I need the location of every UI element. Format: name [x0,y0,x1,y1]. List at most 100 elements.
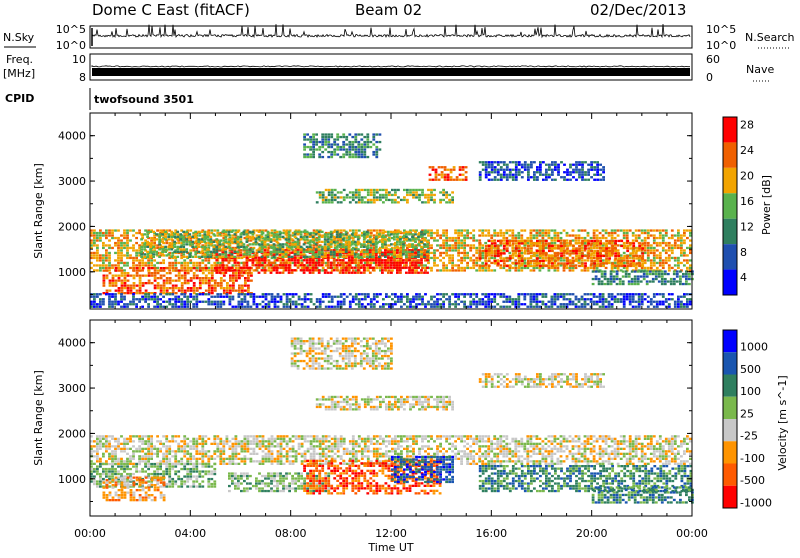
power-cell [194,251,197,253]
power-cell [530,257,533,259]
power-cell [665,301,668,303]
power-cell [139,280,142,282]
power-cell [439,269,442,271]
power-cell [241,298,244,300]
power-cell [349,191,352,193]
power-cell [524,250,527,252]
power-cell [375,251,378,253]
power-cell [484,269,487,271]
power-cell [145,275,148,277]
power-cell [105,293,108,295]
power-cell [551,257,554,259]
power-cell [256,306,259,308]
power-cell [493,306,496,308]
power-cell [153,259,156,261]
power-cell [536,229,539,231]
power-cell [99,239,102,241]
power-cell [318,238,321,240]
power-cell [387,264,390,266]
power-cell [566,232,569,234]
power-cell [394,293,397,295]
power-cell [120,254,123,256]
power-cell [590,262,593,264]
power-cell [342,243,345,245]
power-cell [491,250,494,252]
power-cell [481,229,484,231]
power-cell [617,240,620,242]
power-cell [286,296,289,298]
power-cell [291,256,294,258]
power-cell [99,232,102,234]
power-cell [324,243,327,245]
power-cell [143,233,146,235]
power-cell [99,267,102,269]
power-cell [149,231,152,233]
power-cell [195,262,198,264]
power-cell [297,238,300,240]
power-cell [297,262,300,264]
power-cell [671,293,674,295]
power-cell [548,262,551,264]
power-cell [408,233,411,235]
power-cell [557,245,560,247]
power-cell [599,252,602,254]
power-cell [181,282,184,284]
power-cell [126,303,129,305]
power-cell [96,247,99,249]
power-cell [99,234,102,236]
power-cell [253,296,256,298]
power-cell [247,306,250,308]
power-cell [402,251,405,253]
power-cell [420,264,423,266]
power-cell [176,251,179,253]
power-cell [497,240,500,242]
power-cell [231,248,234,250]
power-cell [189,249,192,251]
power-cell [153,298,156,300]
power-cell [163,275,166,277]
power-cell [677,262,680,264]
power-cell [337,306,340,308]
power-cell [309,233,312,235]
power-cell [158,236,161,238]
power-cell [454,303,457,305]
power-cell [406,293,409,295]
power-cell [200,231,203,233]
power-cell [132,296,135,298]
power-cell [680,242,683,244]
power-cell [563,306,566,308]
power-cell [210,301,213,303]
power-cell [218,246,221,248]
power-cell [482,250,485,252]
power-cell [650,264,653,266]
power-cell [262,293,265,295]
power-cell [596,255,599,257]
power-cell [357,269,360,271]
power-cell [412,301,415,303]
power-cell [479,257,482,259]
power-cell [112,277,115,279]
power-cell [686,237,689,239]
power-cell [417,238,420,240]
power-cell [527,265,530,267]
power-cell [423,252,426,254]
power-cell [163,270,166,272]
power-cell [611,298,614,300]
power-cell [370,262,373,264]
power-cell [563,269,566,271]
power-cell [641,257,644,259]
power-cell [153,306,156,308]
power-cell [381,264,384,266]
power-cell [378,262,381,264]
power-cell [463,229,466,231]
power-cell [261,264,264,266]
power-cell [268,259,271,261]
power-cell [179,238,182,240]
power-cell [408,269,411,271]
power-cell [581,247,584,249]
power-cell [499,234,502,236]
power-cell [370,194,373,196]
power-cell [650,298,653,300]
power-cell [200,241,203,243]
power-cell [563,229,566,231]
